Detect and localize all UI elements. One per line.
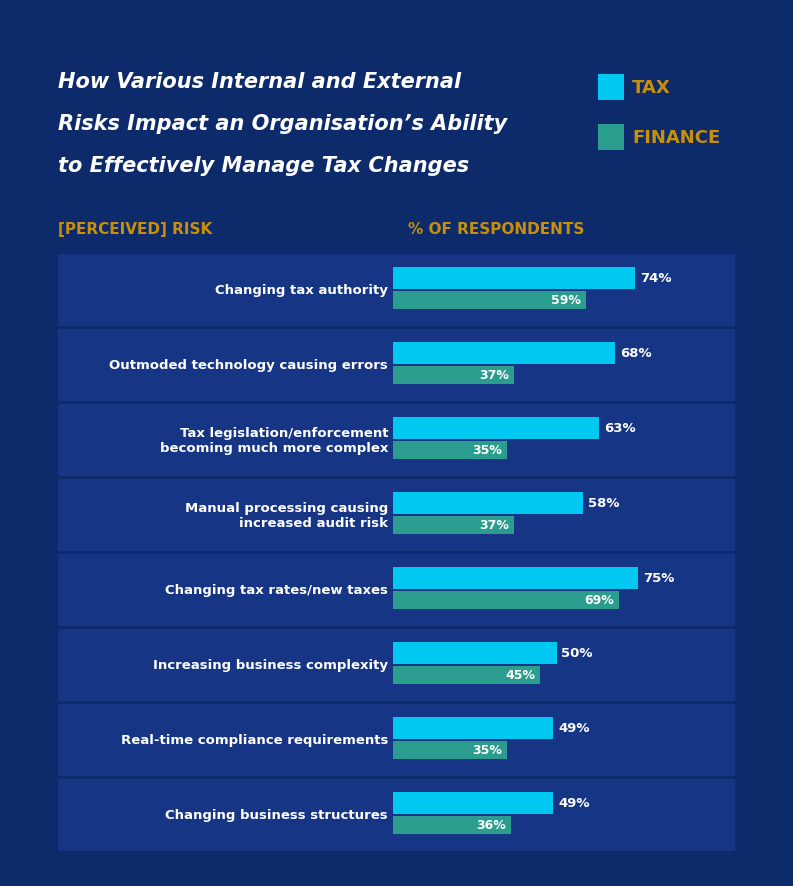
Text: 75%: 75% <box>643 571 675 585</box>
Text: Increasing business complexity: Increasing business complexity <box>153 659 388 672</box>
Text: 37%: 37% <box>479 369 509 382</box>
Text: 58%: 58% <box>588 497 619 510</box>
Bar <box>393 717 554 739</box>
Bar <box>393 493 583 515</box>
Bar <box>58 779 735 851</box>
Bar <box>598 125 624 151</box>
Bar <box>58 704 735 776</box>
Bar <box>393 343 615 364</box>
Bar <box>393 441 508 460</box>
Bar <box>393 268 635 290</box>
Bar <box>58 254 735 327</box>
Bar <box>393 367 514 385</box>
Bar <box>393 517 514 534</box>
Bar <box>393 291 586 309</box>
Text: 35%: 35% <box>473 444 503 457</box>
Bar <box>393 642 557 664</box>
Text: 49%: 49% <box>558 722 590 734</box>
Bar <box>393 591 619 610</box>
Bar <box>393 666 540 684</box>
Bar <box>58 479 735 551</box>
Text: Changing tax rates/new taxes: Changing tax rates/new taxes <box>165 584 388 597</box>
Bar <box>393 742 508 759</box>
Text: Changing business structures: Changing business structures <box>166 809 388 821</box>
Bar <box>58 629 735 701</box>
Text: Outmoded technology causing errors: Outmoded technology causing errors <box>109 359 388 372</box>
Bar <box>393 816 511 834</box>
Text: Risks Impact an Organisation’s Ability: Risks Impact an Organisation’s Ability <box>58 114 508 134</box>
Text: Changing tax authority: Changing tax authority <box>215 284 388 297</box>
Text: 63%: 63% <box>604 422 636 435</box>
Text: 45%: 45% <box>505 669 535 681</box>
Text: 59%: 59% <box>551 294 581 307</box>
Bar <box>598 75 624 101</box>
Bar <box>58 555 735 626</box>
Text: 69%: 69% <box>584 594 614 607</box>
Text: Manual processing causing
increased audit risk: Manual processing causing increased audi… <box>185 501 388 530</box>
Bar <box>393 417 599 439</box>
Text: 49%: 49% <box>558 797 590 810</box>
Bar <box>393 567 638 589</box>
Text: 68%: 68% <box>620 347 652 360</box>
Text: How Various Internal and External: How Various Internal and External <box>58 72 461 92</box>
Text: 36%: 36% <box>476 819 506 832</box>
Text: 50%: 50% <box>561 647 593 660</box>
Text: TAX: TAX <box>632 79 671 97</box>
Text: 74%: 74% <box>640 272 672 285</box>
Text: 35%: 35% <box>473 743 503 757</box>
Bar <box>58 405 735 477</box>
Text: FINANCE: FINANCE <box>632 128 720 147</box>
Text: to Effectively Manage Tax Changes: to Effectively Manage Tax Changes <box>58 156 469 175</box>
Text: % OF RESPONDENTS: % OF RESPONDENTS <box>408 222 584 237</box>
Text: Real-time compliance requirements: Real-time compliance requirements <box>121 734 388 747</box>
Text: 37%: 37% <box>479 519 509 532</box>
Text: Tax legislation/enforcement
becoming much more complex: Tax legislation/enforcement becoming muc… <box>159 426 388 455</box>
Bar <box>393 792 554 814</box>
Bar <box>58 330 735 401</box>
Text: [PERCEIVED] RISK: [PERCEIVED] RISK <box>58 222 213 237</box>
